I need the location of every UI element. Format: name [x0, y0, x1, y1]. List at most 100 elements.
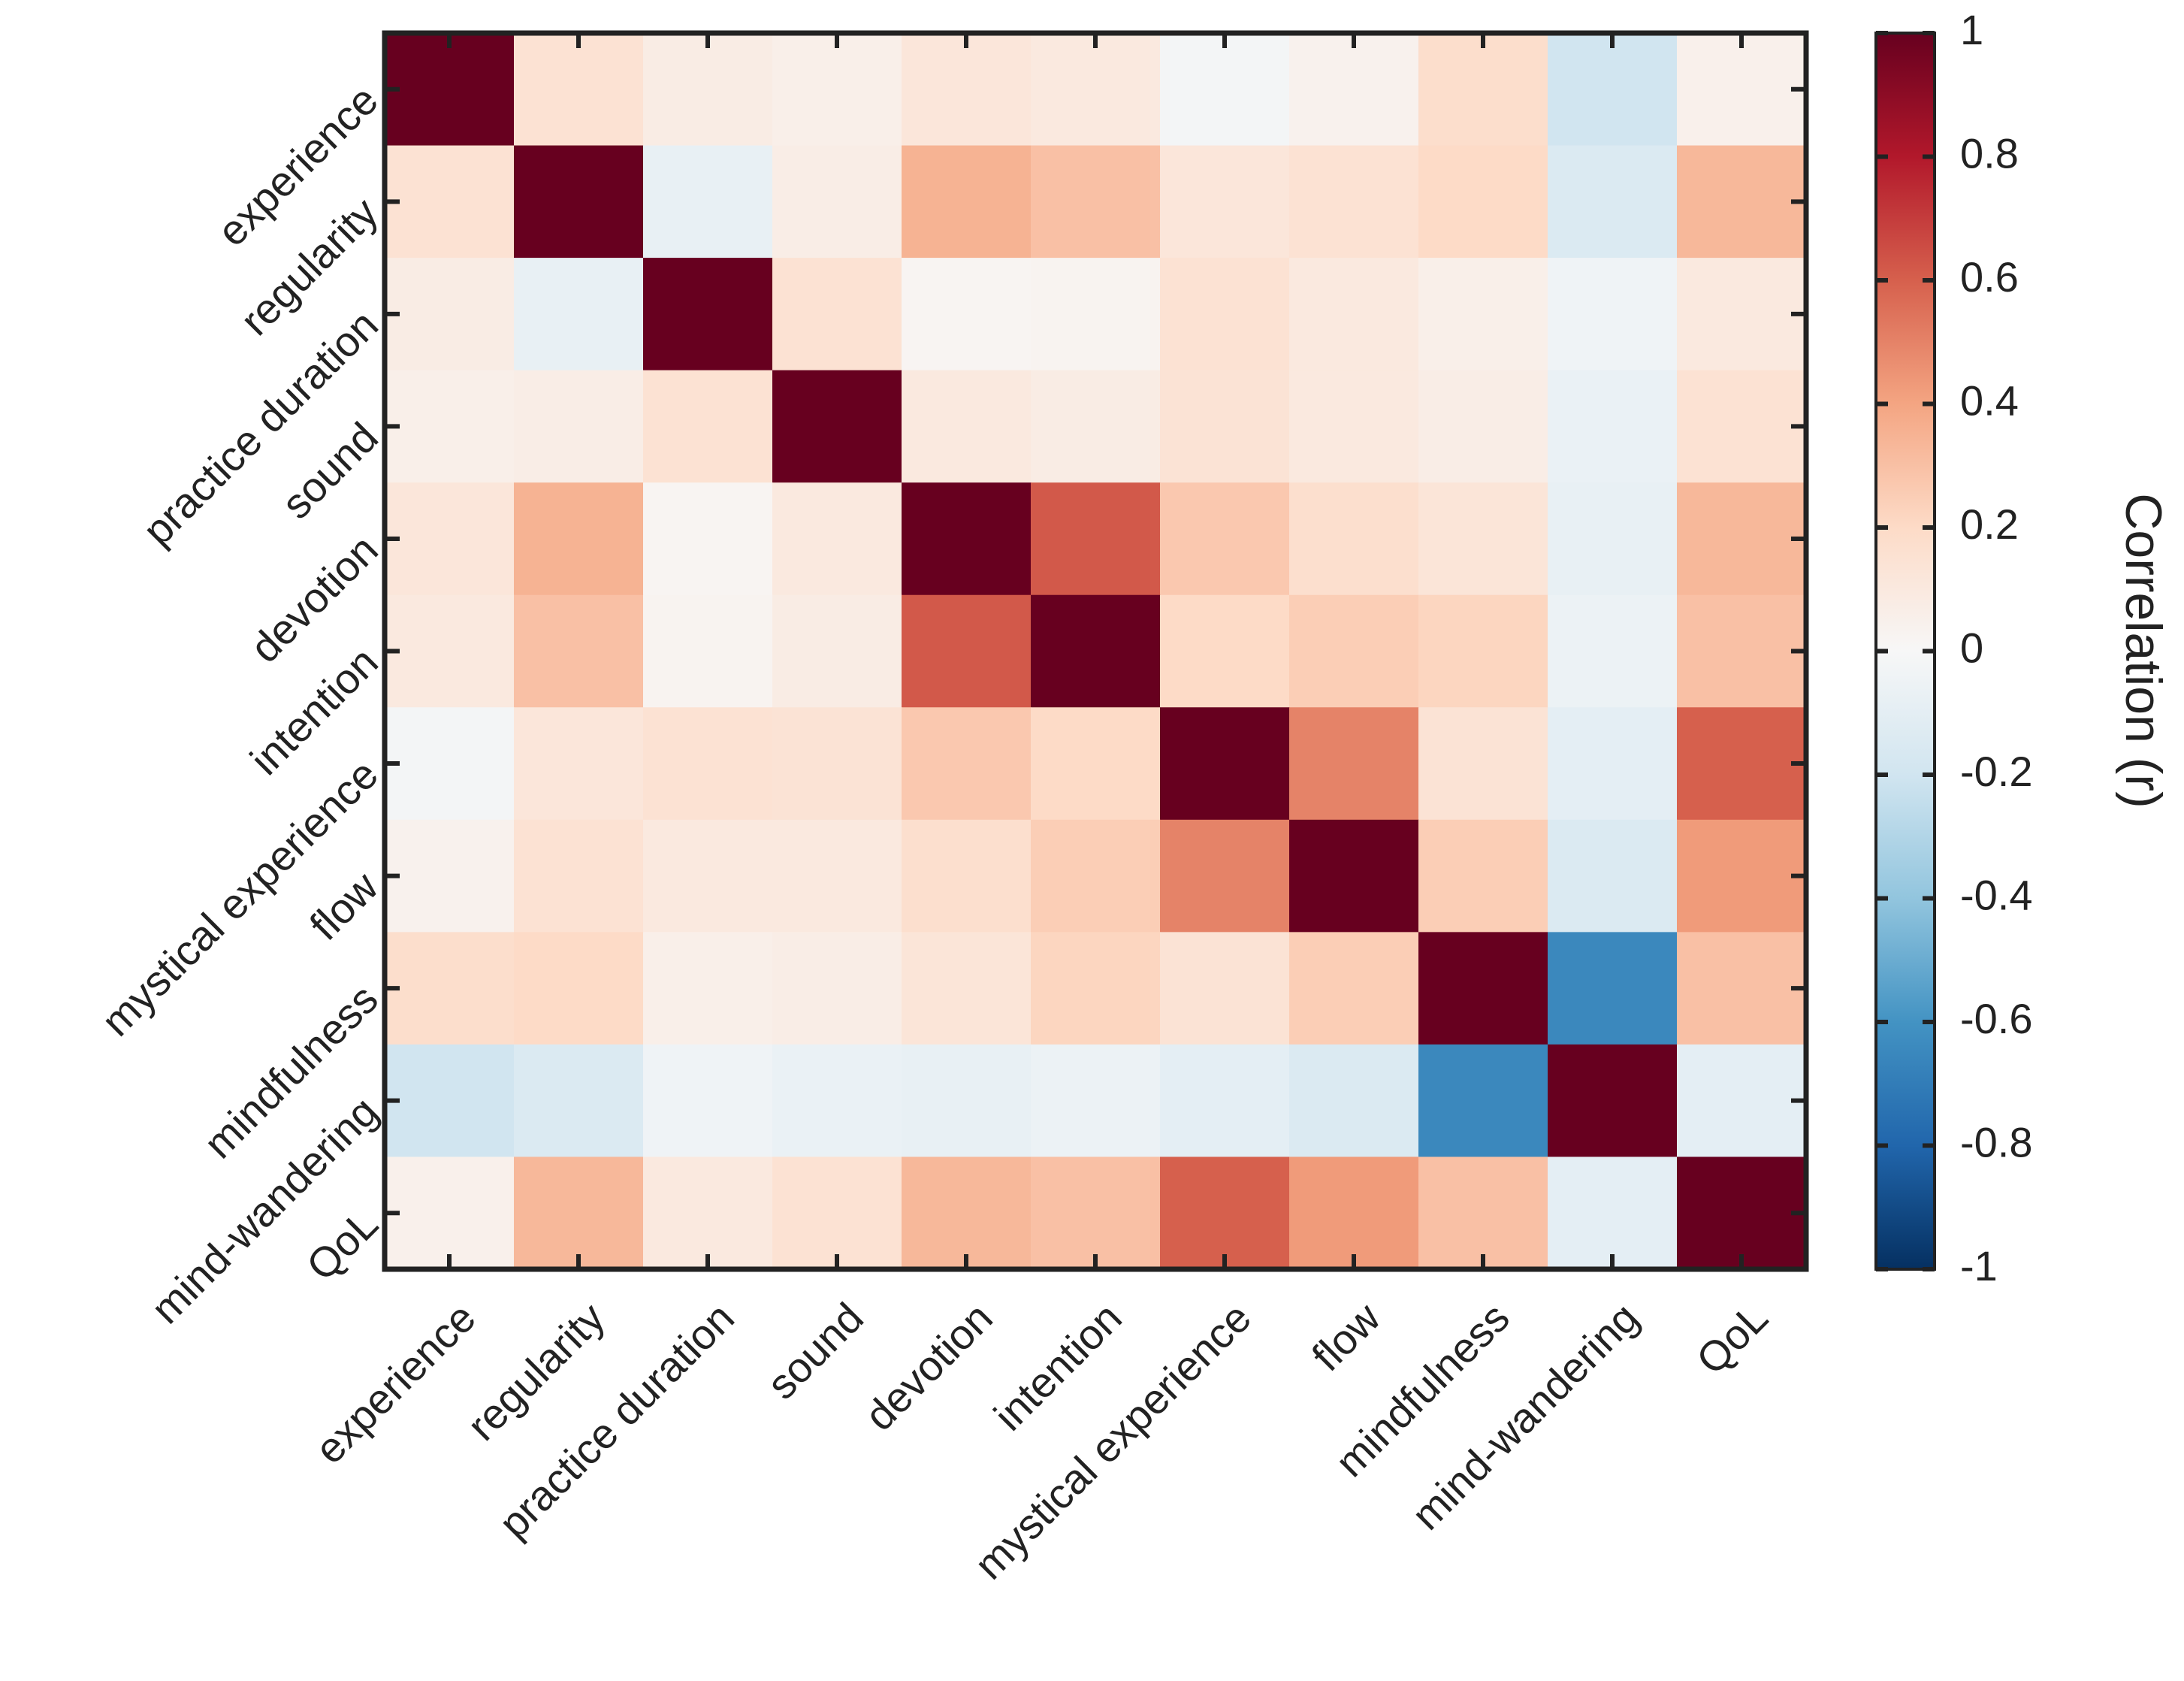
heatmap-cell-0-8: [1418, 33, 1548, 147]
colorbar-tick-label: 0.2: [1960, 500, 2019, 548]
heatmap-cell-9-4: [902, 1044, 1032, 1158]
heatmap-cell-5-2: [643, 594, 773, 708]
heatmap-cell-7-1: [514, 819, 644, 933]
heatmap-cell-8-1: [514, 932, 644, 1045]
colorbar-tick-label: -0.4: [1960, 871, 2033, 918]
x-tick-label: sound: [758, 1293, 872, 1407]
heatmap-cell-1-5: [1031, 145, 1161, 258]
heatmap-cell-2-5: [1031, 258, 1161, 371]
heatmap-cell-4-9: [1548, 482, 1678, 596]
heatmap-cell-1-10: [1677, 145, 1807, 258]
heatmap-cell-9-0: [385, 1044, 515, 1158]
heatmap-cell-10-0: [385, 1156, 515, 1270]
colorbar-tick-label: 0.8: [1960, 129, 2019, 177]
heatmap-cell-7-0: [385, 819, 515, 933]
heatmap-cell-8-2: [643, 932, 773, 1045]
heatmap-cell-0-4: [902, 33, 1032, 147]
heatmap-cell-5-0: [385, 594, 515, 708]
colorbar-tick-label: -0.2: [1960, 748, 2033, 795]
heatmap-cell-7-8: [1418, 819, 1548, 933]
heatmap-cell-2-3: [772, 258, 902, 371]
x-tick-label: flow: [1303, 1293, 1389, 1380]
x-tick-label: devotion: [856, 1293, 1001, 1439]
heatmap-cell-3-1: [514, 370, 644, 483]
heatmap-cell-1-8: [1418, 145, 1548, 258]
colorbar-tick-label: 1: [1960, 6, 1983, 53]
x-tick-label: practice duration: [490, 1293, 743, 1546]
heatmap-cell-5-5: [1031, 594, 1161, 708]
heatmap-cell-2-9: [1548, 258, 1678, 371]
heatmap-cell-4-6: [1160, 482, 1290, 596]
heatmap-cell-7-3: [772, 819, 902, 933]
heatmap-cell-6-2: [643, 707, 773, 821]
heatmap-cell-4-7: [1289, 482, 1419, 596]
heatmap-cell-4-0: [385, 482, 515, 596]
heatmap-cell-0-0: [385, 33, 515, 147]
heatmap-cell-10-7: [1289, 1156, 1419, 1270]
heatmap-cell-2-0: [385, 258, 515, 371]
heatmap-cell-8-5: [1031, 932, 1161, 1045]
colorbar-tick-label: -0.8: [1960, 1118, 2033, 1166]
heatmap-cell-9-10: [1677, 1044, 1807, 1158]
heatmap-cell-6-4: [902, 707, 1032, 821]
heatmap-cell-0-1: [514, 33, 644, 147]
colorbar-ticks: 1 0.8 0.6 0.4 0.2 0 -0.2 -0.4 -0.6 -0.8 -1: [1876, 6, 2033, 1289]
heatmap-cell-0-10: [1677, 33, 1807, 147]
heatmap-cell-1-2: [643, 145, 773, 258]
heatmap-cell-6-3: [772, 707, 902, 821]
heatmap-cell-7-2: [643, 819, 773, 933]
heatmap-cell-5-6: [1160, 594, 1290, 708]
heatmap-cell-1-6: [1160, 145, 1290, 258]
heatmap-cell-4-10: [1677, 482, 1807, 596]
heatmap-cell-4-4: [902, 482, 1032, 596]
heatmap-cell-10-8: [1418, 1156, 1548, 1270]
heatmap-cell-9-1: [514, 1044, 644, 1158]
heatmap-cell-4-5: [1031, 482, 1161, 596]
heatmap-cell-9-7: [1289, 1044, 1419, 1158]
heatmap-cell-6-8: [1418, 707, 1548, 821]
colorbar: 1 0.8 0.6 0.4 0.2 0 -0.2 -0.4 -0.6 -0.8 -1 Correla…: [1874, 6, 2172, 1289]
heatmap-cell-2-4: [902, 258, 1032, 371]
heatmap-cell-10-3: [772, 1156, 902, 1270]
heatmap-cell-5-1: [514, 594, 644, 708]
heatmap-cell-8-7: [1289, 932, 1419, 1045]
heatmap-cell-7-6: [1160, 819, 1290, 933]
heatmap-cell-10-2: [643, 1156, 773, 1270]
heatmap-cell-8-6: [1160, 932, 1290, 1045]
heatmap-cell-5-3: [772, 594, 902, 708]
heatmap-cell-4-2: [643, 482, 773, 596]
heatmap-cell-6-0: [385, 707, 515, 821]
heatmap-cell-7-5: [1031, 819, 1161, 933]
heatmap-cell-1-3: [772, 145, 902, 258]
heatmap-cell-2-1: [514, 258, 644, 371]
heatmap-cell-5-4: [902, 594, 1032, 708]
heatmap-cell-5-9: [1548, 594, 1678, 708]
axes-frame: [382, 30, 1809, 1272]
heatmap-cell-3-7: [1289, 370, 1419, 483]
heatmap-cell-1-1: [514, 145, 644, 258]
colorbar-tick-label: -1: [1960, 1242, 1998, 1289]
heatmap-cell-3-6: [1160, 370, 1290, 483]
colorbar-tick-label: 0: [1960, 624, 1983, 671]
heatmap-cell-3-4: [902, 370, 1032, 483]
heatmap-cell-8-4: [902, 932, 1032, 1045]
heatmap-cell-1-7: [1289, 145, 1419, 258]
heatmap-cell-6-1: [514, 707, 644, 821]
heatmap-cell-9-5: [1031, 1044, 1161, 1158]
colorbar-tick-label: -0.6: [1960, 995, 2033, 1042]
heatmap-cell-10-9: [1548, 1156, 1678, 1270]
x-tick-label: experience: [306, 1293, 485, 1472]
heatmap-cell-4-8: [1418, 482, 1548, 596]
heatmap-cell-6-9: [1548, 707, 1678, 821]
heatmap-cell-7-7: [1289, 819, 1419, 933]
heatmap-cell-10-6: [1160, 1156, 1290, 1270]
heatmap-cell-7-4: [902, 819, 1032, 933]
colorbar-tick-label: 0.6: [1960, 253, 2019, 301]
heatmap-cell-3-9: [1548, 370, 1678, 483]
heatmap-cell-8-10: [1677, 932, 1807, 1045]
heatmap-cell-8-3: [772, 932, 902, 1045]
heatmap-cell-3-0: [385, 370, 515, 483]
heatmap-cell-4-1: [514, 482, 644, 596]
